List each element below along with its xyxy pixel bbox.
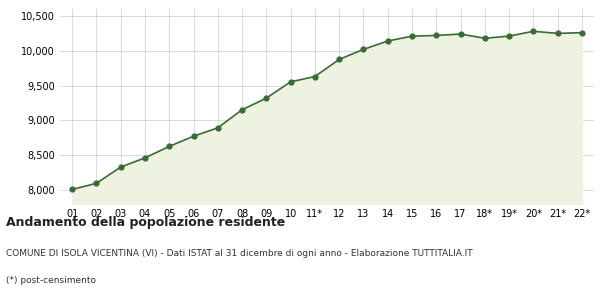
Point — [504, 34, 514, 39]
Point — [262, 96, 271, 100]
Point — [529, 29, 538, 34]
Point — [67, 187, 77, 192]
Point — [383, 39, 392, 44]
Point — [480, 36, 490, 40]
Point — [286, 80, 295, 84]
Point — [577, 30, 587, 35]
Point — [140, 155, 150, 160]
Point — [237, 107, 247, 112]
Point — [431, 33, 441, 38]
Point — [188, 134, 198, 139]
Point — [334, 57, 344, 62]
Point — [92, 181, 101, 186]
Point — [553, 31, 562, 36]
Point — [116, 165, 125, 170]
Point — [164, 144, 174, 149]
Text: (*) post-censimento: (*) post-censimento — [6, 276, 96, 285]
Point — [407, 34, 417, 39]
Text: COMUNE DI ISOLA VICENTINA (VI) - Dati ISTAT al 31 dicembre di ogni anno - Elabor: COMUNE DI ISOLA VICENTINA (VI) - Dati IS… — [6, 249, 473, 258]
Point — [310, 74, 320, 79]
Point — [213, 125, 223, 130]
Text: Andamento della popolazione residente: Andamento della popolazione residente — [6, 216, 285, 229]
Point — [456, 32, 466, 37]
Point — [359, 47, 368, 52]
